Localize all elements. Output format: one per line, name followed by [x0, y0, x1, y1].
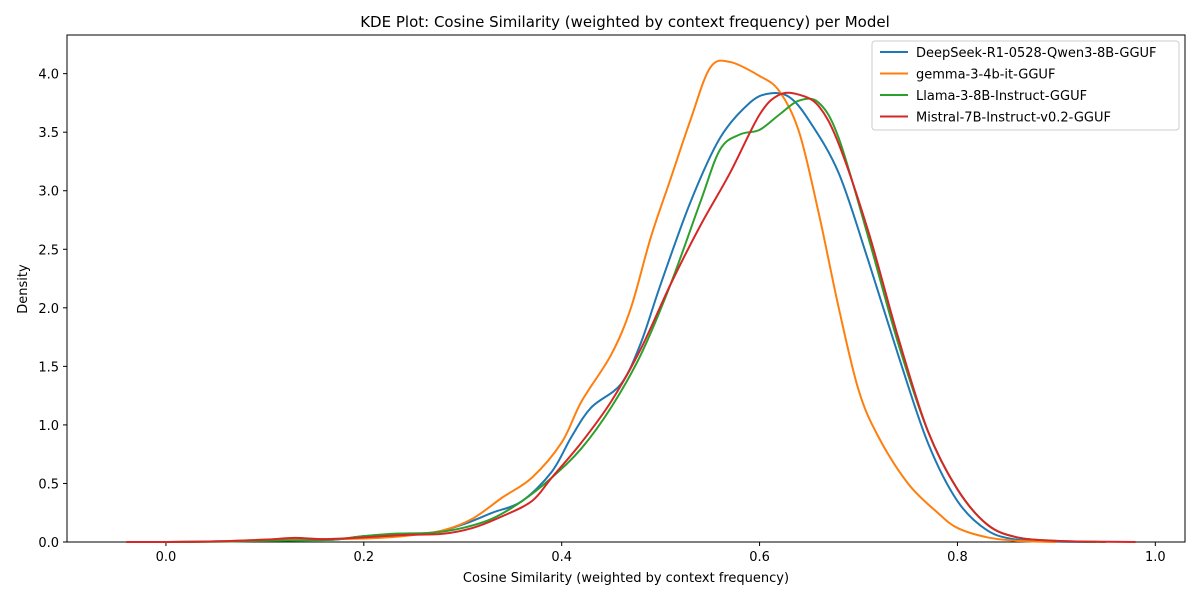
series-line-1 [126, 92, 1096, 543]
series-layer [126, 59, 1136, 543]
x-tick-label: 0.6 [749, 550, 770, 565]
y-tick-label: 0.5 [38, 477, 59, 492]
legend-frame [871, 40, 1180, 131]
x-axis-label: Cosine Similarity (weighted by context f… [463, 571, 789, 586]
legend-label: Mistral-7B-Instruct-v0.2-GGUF [916, 111, 1111, 126]
y-tick-label: 4.0 [38, 68, 59, 83]
chart-title: KDE Plot: Cosine Similarity (weighted by… [360, 13, 890, 31]
y-tick-label: 3.0 [38, 185, 59, 200]
y-axis: 0.0 0.5 1.0 1.5 2.0 2.5 3.0 3.5 4.0 [38, 68, 67, 551]
legend-label: Llama-3-8B-Instruct-GGUF [916, 89, 1087, 104]
x-tick-label: 0.8 [947, 550, 968, 565]
series-line-2 [126, 59, 1057, 543]
x-tick-label: 0.2 [353, 550, 374, 565]
y-tick-label: 0.0 [38, 536, 59, 551]
y-tick-label: 1.0 [38, 419, 59, 434]
series-line-4 [126, 91, 1136, 543]
x-axis: 0.0 0.2 0.4 0.6 0.8 1.0 [156, 542, 1166, 565]
y-tick-label: 2.5 [38, 243, 59, 258]
legend: DeepSeek-R1-0528-Qwen3-8B-GGUF gemma-3-4b… [871, 40, 1180, 131]
y-tick-label: 2.0 [38, 302, 59, 317]
x-tick-label: 0.4 [551, 550, 572, 565]
plot-frame [66, 34, 1186, 543]
x-tick-label: 1.0 [1145, 550, 1166, 565]
x-tick-label: 0.0 [156, 550, 177, 565]
y-tick-label: 3.5 [38, 126, 59, 141]
series-line-3 [126, 97, 1106, 543]
legend-label: gemma-3-4b-it-GGUF [916, 68, 1055, 83]
legend-label: DeepSeek-R1-0528-Qwen3-8B-GGUF [916, 46, 1157, 61]
y-tick-label: 1.5 [38, 360, 59, 375]
y-axis-label: Density [16, 264, 31, 314]
